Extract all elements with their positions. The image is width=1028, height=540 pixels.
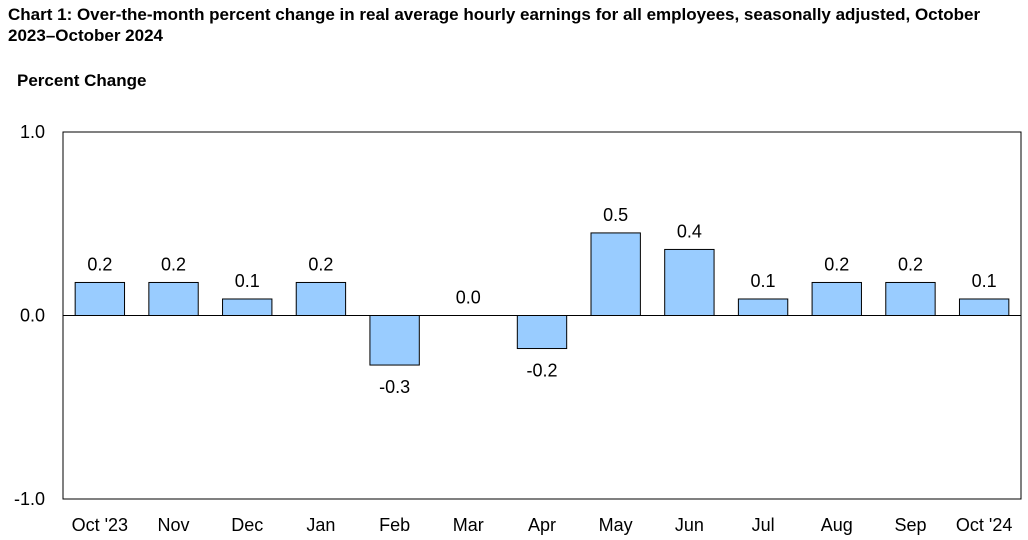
bar xyxy=(885,281,936,316)
bar xyxy=(74,281,126,316)
bar xyxy=(148,281,199,316)
bars xyxy=(74,232,1010,366)
x-tick-label: May xyxy=(599,515,633,535)
data-label: 0.2 xyxy=(87,254,112,274)
bar xyxy=(811,281,862,316)
x-tick-label: Oct '23 xyxy=(72,515,128,535)
bar xyxy=(737,298,789,316)
data-label: 0.1 xyxy=(751,271,776,291)
x-tick-label: Oct '24 xyxy=(956,515,1012,535)
chart-title: Chart 1: Over-the-month percent change i… xyxy=(8,5,981,45)
y-tick-label: 1.0 xyxy=(20,122,45,142)
y-axis-label: Percent Change xyxy=(17,71,147,90)
x-tick-label: Nov xyxy=(158,515,190,535)
bar xyxy=(516,315,568,350)
data-label: 0.5 xyxy=(603,205,628,225)
y-tick-label: 0.0 xyxy=(20,306,45,326)
bar xyxy=(958,298,1010,316)
x-tick-label: Feb xyxy=(379,515,410,535)
x-tick-label: Jan xyxy=(306,515,335,535)
x-tick-labels: Oct '23 Nov Dec Jan Feb Mar Apr May Jun Jul Aug Sep… xyxy=(72,515,1013,535)
bar xyxy=(222,298,273,316)
x-tick-label: Jul xyxy=(752,515,775,535)
bar xyxy=(664,248,715,316)
data-label: 0.2 xyxy=(898,254,923,274)
data-label: -0.2 xyxy=(526,361,557,381)
y-tick-labels: 1.0 0.0 -1.0 xyxy=(14,122,45,509)
data-label: 0.1 xyxy=(972,271,997,291)
bar xyxy=(295,281,347,316)
data-labels: 0.2 0.2 0.1 0.2 -0.3 0.0 -0.2 0.5 0.4 0.1 0.2 0.2 0.… xyxy=(87,205,996,397)
x-tick-label: Aug xyxy=(821,515,853,535)
bar xyxy=(369,315,420,366)
data-label: 0.4 xyxy=(677,221,702,241)
x-tick-label: Apr xyxy=(528,515,556,535)
x-tick-label: Mar xyxy=(453,515,484,535)
data-label: 0.0 xyxy=(456,288,481,308)
x-tick-label: Sep xyxy=(894,515,926,535)
data-label: 0.2 xyxy=(824,254,849,274)
x-tick-label: Dec xyxy=(231,515,263,535)
data-label: 0.1 xyxy=(235,271,260,291)
x-tick-label: Jun xyxy=(675,515,704,535)
data-label: 0.2 xyxy=(161,254,186,274)
data-label: 0.2 xyxy=(308,254,333,274)
bar xyxy=(590,232,641,316)
y-tick-label: -1.0 xyxy=(14,489,45,509)
data-label: -0.3 xyxy=(379,377,410,397)
